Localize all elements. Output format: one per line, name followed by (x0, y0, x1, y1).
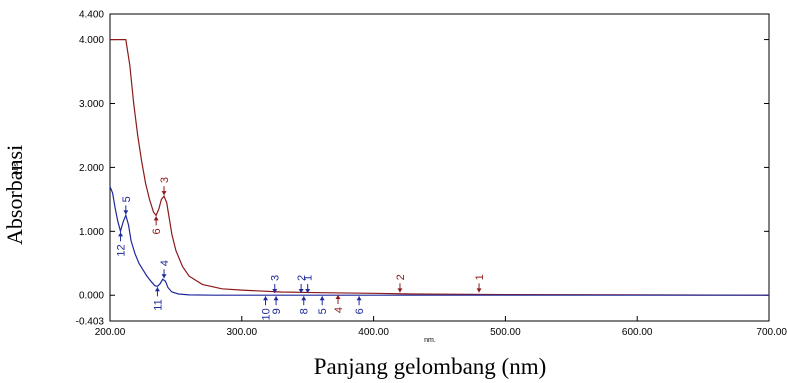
marker-label: 5 (121, 196, 133, 202)
y-tick-label: 3.000 (79, 99, 104, 110)
marker-label: 2 (296, 275, 308, 281)
marker-arrow (301, 296, 307, 301)
marker-arrow (118, 232, 124, 237)
y-tick-label: 2.000 (79, 163, 104, 174)
blue-peak-marker-1: 1 (303, 275, 315, 293)
y-tick-label: 1.000 (79, 227, 104, 238)
marker-label: 10 (261, 308, 273, 320)
marker-label: 11 (152, 299, 164, 310)
blue-spectrum-line (109, 186, 769, 296)
blue-peak-marker-11: 11 (152, 287, 164, 311)
blue-peak-marker-5: 5 (317, 296, 329, 314)
marker-label: 2 (395, 274, 407, 280)
marker-label: 3 (270, 275, 282, 281)
marker-arrow (154, 287, 160, 292)
y-tick-label: 0.000 (79, 291, 104, 302)
marker-arrow (476, 288, 482, 293)
blue-peak-marker-9: 9 (271, 296, 283, 314)
blue-peak-marker-6: 6 (354, 296, 366, 314)
marker-label: 9 (271, 308, 283, 314)
marker-label: 1 (303, 275, 315, 281)
blue-peak-marker-2: 2 (296, 275, 308, 293)
marker-arrow (397, 288, 403, 293)
marker-arrow (161, 274, 167, 279)
marker-arrow (298, 288, 304, 293)
marker-label: 6 (354, 308, 366, 314)
x-tick-label: 400.00 (358, 327, 389, 338)
marker-arrow (263, 296, 269, 301)
marker-arrow (319, 296, 325, 301)
plot-frame (109, 13, 770, 322)
red-peak-marker-4: 4 (333, 294, 345, 313)
marker-arrow (273, 296, 279, 301)
marker-label: 4 (333, 307, 345, 313)
red-spectrum-line (110, 39, 770, 296)
blue-peak-marker-3: 3 (270, 275, 282, 293)
blue-peak-marker-4: 4 (159, 260, 171, 279)
x-unit-label: nm. (424, 337, 436, 344)
marker-arrow (123, 210, 129, 215)
marker-arrow (272, 288, 278, 293)
red-peak-marker-3: 3 (159, 177, 171, 196)
red-peak-marker-1: 1 (474, 274, 486, 293)
y-tick-label: 4.400 (79, 10, 104, 21)
marker-label: 3 (159, 177, 171, 183)
y-unit-label: Abs. (13, 161, 20, 175)
red-peak-marker-2: 2 (395, 274, 407, 293)
x-tick-label: 700.00 (756, 327, 787, 338)
blue-peak-marker-12: 12 (116, 232, 128, 257)
marker-label: 6 (151, 228, 163, 234)
x-tick-label: 300.00 (227, 327, 258, 338)
blue-peak-marker-10: 10 (261, 296, 273, 320)
red-peak-marker-6: 6 (151, 216, 163, 234)
marker-arrow (356, 296, 362, 301)
marker-label: 1 (474, 274, 486, 280)
y-tick-label: -0.403 (76, 317, 105, 328)
y-tick-label: 4.000 (79, 35, 104, 46)
marker-label: 5 (317, 308, 329, 314)
x-axis-label: Panjang gelombang (nm) (314, 354, 547, 379)
marker-label: 4 (159, 260, 171, 266)
marker-arrow (335, 294, 341, 299)
marker-arrow (153, 216, 159, 221)
marker-label: 8 (299, 308, 311, 314)
marker-label: 12 (116, 244, 128, 256)
y-axis-label: Absorbansi (2, 145, 27, 245)
marker-arrow (305, 288, 311, 293)
x-tick-label: 600.00 (622, 327, 653, 338)
marker-arrow (161, 191, 167, 196)
blue-peak-marker-8: 8 (299, 296, 311, 314)
x-tick-label: 500.00 (490, 327, 521, 338)
blue-peak-marker-5: 5 (121, 196, 133, 215)
x-tick-label: 200.00 (95, 327, 126, 338)
